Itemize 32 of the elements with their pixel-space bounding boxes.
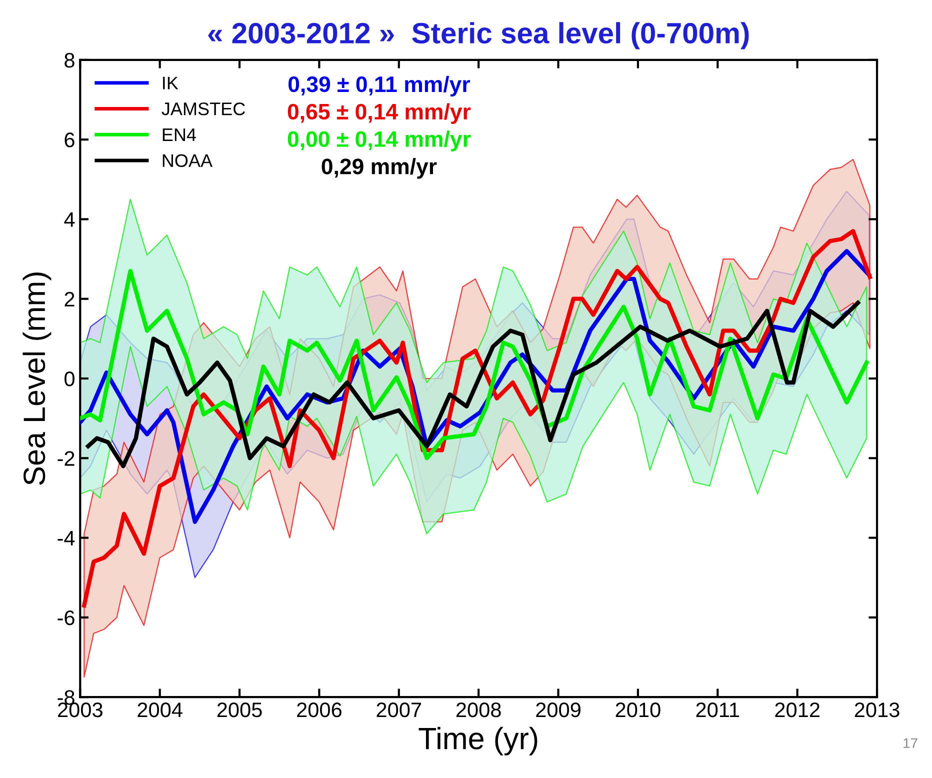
y-tick-label: 6: [64, 132, 74, 148]
y-tick-label: -2: [58, 451, 74, 466]
annotation: 0,39 ± 0,11 mm/yr: [288, 76, 470, 97]
x-tick-label: 2009: [536, 702, 580, 718]
legend-label: IK: [163, 76, 178, 90]
x-tick-label: 2004: [138, 702, 182, 718]
y-tick-label: -8: [58, 690, 74, 705]
legend-label: EN4: [162, 128, 196, 141]
x-tick-label: 2005: [217, 702, 262, 718]
annotation: 0,29 mm/yr: [322, 158, 437, 179]
legend-label: JAMSTEC: [162, 102, 245, 116]
x-tick-label: 2007: [376, 702, 422, 718]
y-tick-label: 2: [64, 292, 74, 306]
annotation: 0,00 ± 0,14 mm/yr: [288, 130, 471, 152]
chart-title: « 2003-2012 » Steric sea level (0-700m): [208, 22, 749, 50]
y-tick-label: 0: [64, 372, 74, 386]
y-tick-label: 8: [64, 52, 74, 68]
y-tick-label: 4: [64, 212, 75, 227]
x-tick-label: 2012: [775, 702, 820, 718]
x-axis-title: Time (yr): [418, 726, 538, 756]
annotation: 0,65 ± 0,14 mm/yr: [288, 103, 471, 124]
x-tick-label: 2006: [297, 702, 342, 718]
y-axis-title: Sea Level (mm): [22, 272, 52, 485]
text: 17: [904, 738, 918, 748]
y-tick-label: -4: [58, 531, 75, 546]
legend-label: NOAA: [162, 154, 213, 167]
x-tick-label: 2003: [58, 702, 102, 718]
x-tick-label: 2011: [696, 702, 740, 718]
x-tick-label: 2008: [456, 702, 501, 718]
x-tick-label: 2010: [616, 702, 660, 718]
y-tick-label: -6: [58, 610, 74, 626]
x-tick-label: 2013: [854, 702, 900, 718]
